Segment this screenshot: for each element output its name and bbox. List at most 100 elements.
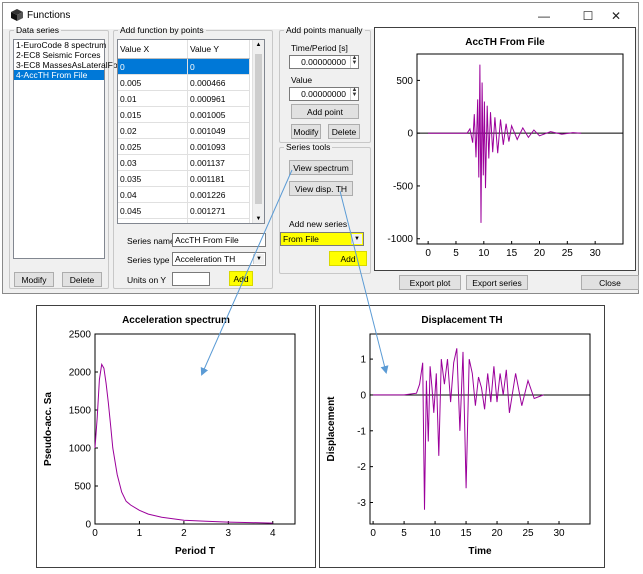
app-cube-icon bbox=[11, 9, 23, 21]
y-tick-label: 2500 bbox=[69, 330, 92, 341]
cell-value-x[interactable]: 0.025 bbox=[118, 138, 188, 155]
x-tick-label: 25 bbox=[522, 528, 534, 539]
cell-value-y[interactable]: 0.001271 bbox=[187, 202, 250, 219]
add-points-series-button[interactable]: Add bbox=[229, 271, 253, 286]
cell-value-x[interactable]: 0.03 bbox=[118, 154, 188, 171]
cell-value-x[interactable]: 0.015 bbox=[118, 106, 188, 123]
series-line bbox=[373, 348, 544, 510]
cell-value-y[interactable]: 0.001181 bbox=[187, 170, 250, 187]
chevron-down-icon[interactable]: ▼ bbox=[253, 254, 264, 264]
y-tick-label: 0 bbox=[85, 520, 91, 531]
add-point-button[interactable]: Add point bbox=[291, 104, 359, 119]
data-series-list[interactable]: 1-EuroCode 8 spectrum 2-EC8 Seismic Force… bbox=[13, 39, 121, 259]
y-tick-label: 500 bbox=[74, 482, 91, 493]
chevron-down-icon[interactable]: ▼ bbox=[351, 234, 362, 244]
acc-chart-panel: AccTH From File 0 5 10 15 20 25 30 -1000 -500 0 500 bbox=[374, 27, 636, 271]
series-name-input[interactable]: AccTH From File bbox=[172, 233, 266, 247]
scroll-up-icon[interactable]: ▲ bbox=[255, 42, 262, 48]
points-row[interactable]: 0.01 0.000961 bbox=[118, 90, 250, 107]
x-tick-label: 15 bbox=[460, 528, 472, 539]
scroll-down-icon[interactable]: ▼ bbox=[255, 216, 262, 222]
x-axis-label: Period T bbox=[175, 546, 215, 557]
maximize-button[interactable]: ☐ bbox=[582, 9, 594, 23]
cell-value-y[interactable]: 0.000961 bbox=[187, 90, 250, 107]
points-row[interactable]: 0.025 0.001093 bbox=[118, 138, 250, 155]
points-row[interactable]: 0.045 0.001271 bbox=[118, 202, 250, 219]
series-list-item[interactable]: 1-EuroCode 8 spectrum bbox=[16, 40, 107, 50]
value-spinner[interactable]: ▲ ▼ bbox=[350, 87, 358, 100]
series-delete-button[interactable]: Delete bbox=[62, 272, 102, 287]
x-tick-label: 25 bbox=[562, 248, 574, 259]
close-window-button[interactable]: ✕ bbox=[610, 9, 622, 23]
units-input[interactable] bbox=[172, 272, 210, 286]
close-button[interactable]: Close bbox=[581, 275, 639, 290]
col-value-y[interactable]: Value Y bbox=[187, 40, 250, 59]
x-tick-label: 0 bbox=[425, 248, 431, 259]
value-input[interactable]: 0.00000000 ▲ ▼ bbox=[289, 87, 359, 101]
time-period-input[interactable]: 0.00000000 ▲ ▼ bbox=[289, 55, 359, 69]
chart-title: Acceleration spectrum bbox=[122, 315, 230, 326]
series-list-item[interactable]: 2-EC8 Seismic Forces bbox=[16, 50, 101, 60]
series-list-item[interactable]: 4-AccTH From File bbox=[14, 70, 104, 80]
units-label: Units on Y bbox=[127, 275, 167, 285]
series-modify-button[interactable]: Modify bbox=[14, 272, 54, 287]
export-series-button[interactable]: Export series bbox=[466, 275, 528, 290]
x-tick-label: 10 bbox=[478, 248, 490, 259]
cell-value-y[interactable]: 0.001093 bbox=[187, 138, 250, 155]
grid-scrollbar[interactable]: ▲ ▼ bbox=[252, 40, 264, 223]
cell-value-y[interactable]: 0.001226 bbox=[187, 186, 250, 203]
add-new-series-button[interactable]: Add bbox=[329, 251, 367, 266]
cell-value-x[interactable]: 0.02 bbox=[118, 122, 188, 139]
add-by-points-group: Add function by points bbox=[113, 25, 273, 289]
points-row[interactable]: 0.04 0.001226 bbox=[118, 186, 250, 203]
point-delete-button[interactable]: Delete bbox=[328, 124, 360, 139]
points-grid[interactable]: Value X Value Y 0 0 0.005 0.000466 0.01 0.000… bbox=[117, 39, 265, 224]
scroll-thumb[interactable] bbox=[255, 54, 262, 204]
series-list-item[interactable]: 3-EC8 MassesAsLateralFor bbox=[16, 60, 121, 70]
cell-value-x[interactable]: 0.05 bbox=[118, 218, 188, 223]
cell-value-y[interactable]: 0.001317 bbox=[187, 218, 250, 223]
x-tick-label: 5 bbox=[453, 248, 459, 259]
time-spinner[interactable]: ▲ ▼ bbox=[350, 55, 358, 68]
points-row[interactable]: 0.035 0.001181 bbox=[118, 170, 250, 187]
series-name-label: Series name bbox=[127, 236, 175, 246]
y-tick-label: 500 bbox=[396, 76, 413, 87]
y-tick-label: -2 bbox=[357, 462, 366, 473]
cell-value-x[interactable]: 0.04 bbox=[118, 186, 188, 203]
x-tick-label: 15 bbox=[506, 248, 518, 259]
col-value-x[interactable]: Value X bbox=[118, 40, 188, 59]
cell-value-x[interactable]: 0.01 bbox=[118, 90, 188, 107]
cell-value-y[interactable]: 0.001049 bbox=[187, 122, 250, 139]
x-tick-label: 1 bbox=[137, 528, 143, 539]
add-new-source-select[interactable]: From File ▼ bbox=[280, 232, 364, 246]
cell-value-x[interactable]: 0.035 bbox=[118, 170, 188, 187]
data-series-legend: Data series bbox=[16, 25, 59, 35]
cell-value-y[interactable]: 0.000466 bbox=[187, 74, 250, 91]
cell-value-x[interactable]: 0 bbox=[118, 58, 188, 75]
points-row[interactable]: 0.02 0.001049 bbox=[118, 122, 250, 139]
cell-value-x[interactable]: 0.005 bbox=[118, 74, 188, 91]
cell-value-y[interactable]: 0 bbox=[187, 58, 250, 75]
value-value: 0.00000000 bbox=[301, 89, 346, 99]
view-disp-th-button[interactable]: View disp. TH bbox=[289, 181, 353, 196]
add-new-source-value: From File bbox=[283, 234, 319, 244]
cell-value-x[interactable]: 0.045 bbox=[118, 202, 188, 219]
cell-value-y[interactable]: 0.001137 bbox=[187, 154, 250, 171]
point-modify-button[interactable]: Modify bbox=[291, 124, 321, 139]
points-row[interactable]: 0.005 0.000466 bbox=[118, 74, 250, 91]
x-tick-label: 20 bbox=[491, 528, 503, 539]
export-plot-button[interactable]: Export plot bbox=[399, 275, 461, 290]
points-row[interactable]: 0.050.001317 bbox=[118, 218, 250, 223]
y-tick-label: -3 bbox=[357, 498, 366, 509]
points-row[interactable]: 0.03 0.001137 bbox=[118, 154, 250, 171]
view-spectrum-button[interactable]: View spectrum bbox=[289, 160, 353, 175]
minimize-button[interactable]: — bbox=[538, 9, 550, 23]
cell-value-y[interactable]: 0.001005 bbox=[187, 106, 250, 123]
series-type-select[interactable]: Acceleration TH ▼ bbox=[172, 252, 266, 266]
points-row[interactable]: 0.015 0.001005 bbox=[118, 106, 250, 123]
title-bar[interactable]: Functions — ☐ ✕ bbox=[3, 3, 638, 29]
data-series-group: Data series bbox=[9, 25, 109, 289]
series-type-value: Acceleration TH bbox=[175, 254, 236, 264]
spectrum-chart: Acceleration spectrum 0 1 2 3 4 0 500 1000 1500 20… bbox=[43, 315, 296, 557]
